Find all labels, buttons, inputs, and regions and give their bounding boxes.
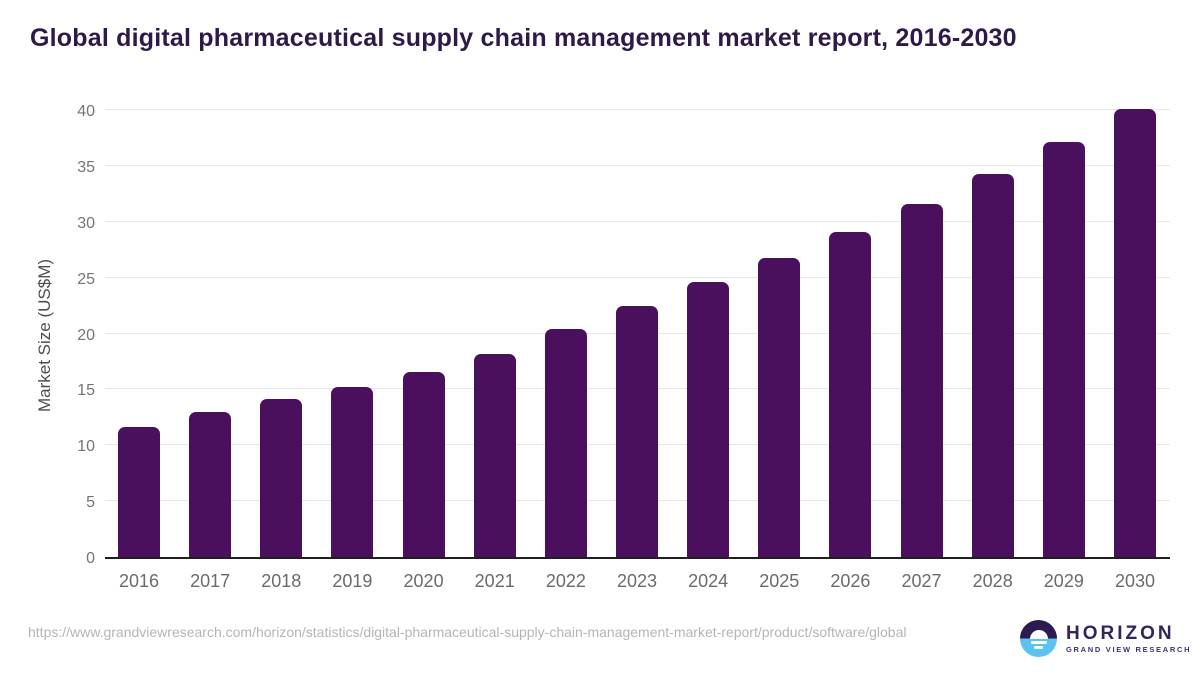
gridline [105, 220, 1170, 222]
source-url: https://www.grandviewresearch.com/horizo… [28, 624, 907, 640]
x-tick-label: 2028 [972, 571, 1013, 591]
y-tick-label: 40 [77, 103, 95, 120]
bar-2023[interactable] [615, 305, 658, 557]
y-tick-label: 25 [77, 270, 95, 288]
y-tick-label: 20 [77, 326, 95, 344]
bar-2030[interactable] [1113, 108, 1156, 557]
bars [118, 108, 1156, 557]
bar-2024[interactable] [687, 282, 730, 557]
x-tick-label: 2022 [545, 571, 586, 591]
horizon-logo-name: HORIZON [1066, 622, 1175, 644]
bar-2026[interactable] [829, 231, 872, 557]
bar-2025[interactable] [758, 257, 801, 557]
bar-2022[interactable] [544, 329, 587, 557]
x-tick-label: 2024 [688, 571, 729, 591]
horizon-ripple-icon [1034, 645, 1043, 649]
bar-2016[interactable] [118, 427, 160, 557]
gridline [105, 164, 1170, 166]
bar-2017[interactable] [189, 411, 232, 557]
horizon-ripple-icon [1030, 640, 1047, 644]
y-tick-label: 10 [77, 438, 95, 456]
bar-2028[interactable] [971, 173, 1014, 557]
x-tick-label: 2018 [261, 571, 302, 591]
x-tick-label: 2025 [759, 571, 800, 591]
horizon-logo-subtitle: GRAND VIEW RESEARCH [1066, 644, 1192, 654]
horizon-logo-text: HORIZON GRAND VIEW RESEARCH [1066, 624, 1191, 654]
bar-2029[interactable] [1042, 142, 1085, 557]
bar-2020[interactable] [402, 371, 445, 557]
y-tick-label: 15 [77, 382, 95, 400]
x-tick-label: 2021 [474, 571, 515, 591]
y-tick-label: 30 [77, 214, 95, 232]
horizon-logo[interactable]: HORIZON GRAND VIEW RESEARCH [1020, 620, 1191, 657]
horizon-sun-icon [1029, 629, 1048, 639]
x-tick-label: 2016 [118, 571, 160, 591]
gridline [105, 276, 1170, 278]
y-tick-label: 5 [86, 494, 95, 512]
bar-2018[interactable] [260, 399, 303, 557]
plot-area [105, 108, 1170, 559]
x-tick-label: 2030 [1114, 571, 1155, 591]
bar-2021[interactable] [473, 353, 516, 557]
x-tick-label: 2017 [190, 571, 231, 591]
x-tick-label: 2023 [616, 571, 657, 591]
x-tick-label: 2026 [830, 571, 871, 591]
horizon-logo-icon [1020, 620, 1057, 657]
x-tick-label: 2027 [901, 571, 942, 591]
bar-2019[interactable] [331, 387, 374, 557]
x-tick-label: 2020 [403, 571, 444, 591]
chart-title: Global digital pharmaceutical supply cha… [30, 24, 1017, 52]
y-tick-label: 35 [77, 158, 95, 176]
gridline [105, 109, 1170, 110]
x-axis-labels: 2016 2017 2018 2019 2020 2021 2022 2023 2024 2025… [118, 571, 1156, 592]
bar-2027[interactable] [900, 203, 943, 557]
y-tick-label: 0 [86, 550, 95, 567]
y-axis-ticks: 0 5 10 15 20 25 30 35 40 [30, 103, 95, 567]
x-tick-label: 2019 [332, 571, 373, 591]
x-tick-label: 2029 [1043, 571, 1084, 591]
